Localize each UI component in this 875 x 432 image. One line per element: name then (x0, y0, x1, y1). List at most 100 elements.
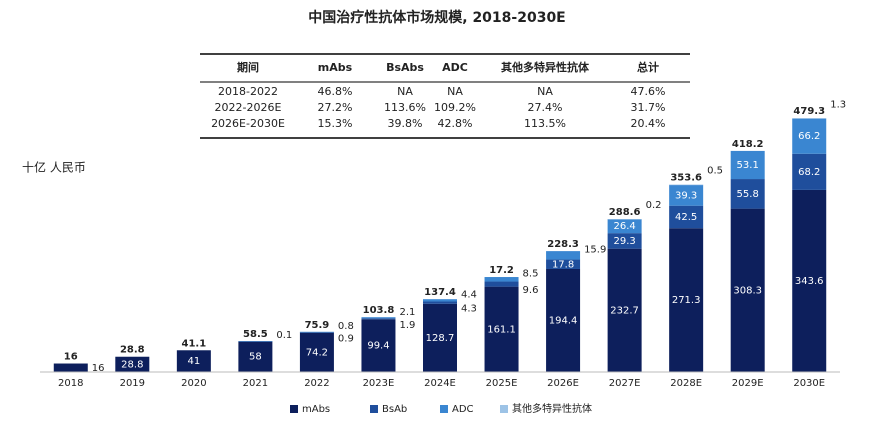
bar-segment (546, 268, 581, 372)
bar-segment (669, 184, 704, 206)
bar-segment (792, 153, 827, 190)
bar-segment (546, 251, 581, 260)
table-cell: 2018-2022 (218, 85, 278, 98)
total-label: 353.6 (670, 173, 702, 184)
x-tick-label: 2019 (120, 378, 145, 389)
table-cell: 113.6% (384, 101, 426, 114)
data-label: 17.8 (552, 259, 574, 270)
total-label: 479.3 (793, 106, 825, 117)
data-label: 9.6 (523, 285, 539, 296)
total-label: 137.4 (424, 287, 456, 298)
x-tick-label: 2020 (181, 378, 206, 389)
data-label: 16 (92, 363, 105, 374)
x-tick-label: 2027E (609, 378, 641, 389)
bar-segment (238, 341, 273, 342)
data-label: 1.3 (830, 99, 846, 110)
data-label: 0.9 (338, 333, 354, 344)
data-label: 161.1 (487, 324, 516, 335)
legend-label: 其他多特异性抗体 (512, 402, 592, 415)
total-label: 418.2 (732, 139, 764, 150)
bar-segment (730, 208, 765, 372)
table-header: 其他多特异性抗体 (501, 60, 590, 74)
data-label: 29.3 (613, 236, 635, 247)
data-label: 58 (249, 352, 262, 363)
bar-segment (546, 259, 581, 269)
data-label: 0.2 (646, 200, 662, 211)
data-label: 28.8 (121, 359, 143, 370)
table-header: BsAbs (386, 61, 424, 74)
table-cell: 39.8% (388, 117, 423, 130)
chart-title: 中国治疗性抗体市场规模, 2018-2030E (308, 9, 566, 26)
data-label: 0.8 (338, 321, 354, 332)
total-label: 58.5 (243, 329, 268, 340)
x-tick-label: 2021 (243, 378, 268, 389)
bar-segment (669, 205, 704, 229)
data-label: 74.2 (306, 347, 328, 358)
data-label: 41 (187, 356, 200, 367)
bar-segment (299, 332, 334, 333)
x-tick-label: 2018 (58, 378, 83, 389)
x-tick-label: 2022 (304, 378, 329, 389)
data-label: 343.6 (795, 276, 824, 287)
bar-segment (176, 350, 211, 372)
bar-segment (607, 219, 642, 234)
table-header: ADC (442, 61, 468, 74)
bar-segment (299, 332, 334, 372)
data-label: 0.1 (276, 330, 292, 341)
data-label: 232.7 (610, 305, 639, 316)
bar-segment (484, 281, 519, 287)
table-cell: 2026E-2030E (211, 117, 285, 130)
total-label: 16 (64, 352, 78, 363)
table-cell: 109.2% (434, 101, 476, 114)
bar-segment (730, 179, 765, 209)
data-label: 0.5 (707, 166, 723, 177)
table-cell: NA (397, 85, 413, 98)
bar-segment (607, 233, 642, 249)
table-cell: 47.6% (631, 85, 666, 98)
data-label: 1.9 (399, 320, 415, 331)
bar-segment (238, 341, 273, 372)
legend-swatch (500, 405, 508, 413)
data-label: 26.4 (613, 221, 635, 232)
bar-segment (792, 118, 827, 119)
data-label: 8.5 (523, 268, 539, 279)
table-header: 期间 (237, 60, 259, 74)
data-label: 42.5 (675, 212, 697, 223)
table-cell: NA (447, 85, 463, 98)
data-label: 2.1 (399, 307, 415, 318)
bar-segment (423, 303, 457, 372)
bar-segment (361, 319, 396, 372)
table-cell: 42.8% (438, 117, 473, 130)
table-cell: NA (537, 85, 553, 98)
table-cell: 46.8% (318, 85, 353, 98)
bar-segment (730, 150, 765, 180)
bar-segment (299, 331, 334, 333)
data-label: 68.2 (798, 167, 820, 178)
bar-segment (792, 118, 827, 154)
table-cell: 15.3% (318, 117, 353, 130)
bar-segment (607, 248, 642, 372)
bar-segment (53, 363, 88, 372)
table-cell: 27.2% (318, 101, 353, 114)
total-label: 28.8 (120, 345, 145, 356)
table-cell: 27.4% (528, 101, 563, 114)
bar-segment (361, 317, 396, 319)
bar-segment (669, 228, 704, 372)
legend-swatch (370, 405, 378, 413)
bar-segment (361, 318, 396, 320)
data-label: 4.4 (461, 289, 477, 300)
unit-label: 十亿 人民币 (22, 160, 86, 175)
data-label: 55.8 (737, 189, 759, 200)
x-tick-label: 2029E (732, 378, 764, 389)
bar-segment (669, 184, 704, 186)
bar-segment (792, 189, 827, 372)
legend-swatch (440, 405, 448, 413)
legend-label: mAbs (302, 404, 330, 415)
bar-segment (423, 299, 457, 302)
legend-label: ADC (452, 404, 474, 415)
total-label: 288.6 (609, 207, 641, 218)
table-cell: 31.7% (631, 101, 666, 114)
data-label: 39.3 (675, 190, 697, 201)
data-label: 99.4 (367, 341, 389, 352)
